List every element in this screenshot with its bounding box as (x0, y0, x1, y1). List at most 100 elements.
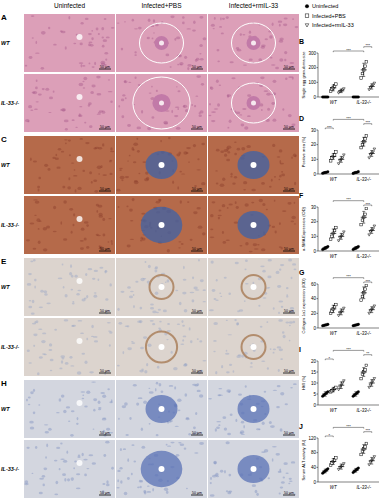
y-tick-label: 40 (311, 296, 317, 301)
data-point (327, 468, 330, 471)
tissue-texture (141, 110, 143, 114)
tissue-texture (218, 388, 222, 389)
tissue-texture (90, 91, 94, 94)
tissue-texture (261, 248, 265, 251)
vessel (77, 94, 83, 100)
tissue-texture (182, 21, 185, 24)
micrograph: 50 μm (116, 258, 207, 316)
scale-bar-label: 50 μm (100, 247, 110, 251)
tissue-texture (97, 93, 102, 95)
row-label: WT (1, 284, 10, 290)
tissue-texture (82, 398, 85, 400)
tissue-texture (236, 323, 239, 326)
tissue-texture (68, 139, 71, 141)
egg (251, 344, 257, 350)
tissue-texture (74, 169, 76, 171)
tissue-texture (278, 319, 283, 321)
tissue-texture (183, 105, 187, 108)
significance-label: *** (327, 125, 332, 130)
y-tick (317, 361, 319, 362)
tissue-texture (293, 321, 296, 324)
scale-bar (99, 191, 111, 192)
data-point (373, 225, 376, 227)
tissue-texture (279, 149, 283, 152)
significance-label: *** (365, 43, 370, 48)
tissue-texture (82, 81, 84, 83)
tissue-texture (200, 58, 204, 61)
mean-line (361, 449, 367, 450)
micrograph: 50 μm (116, 318, 207, 376)
tissue-texture (63, 200, 67, 203)
tissue-texture (222, 204, 226, 207)
mean-line (330, 461, 336, 462)
tissue-texture (60, 109, 62, 111)
tissue-texture (227, 94, 231, 97)
y-tick (317, 207, 319, 208)
tissue-texture (241, 124, 245, 127)
data-point (341, 234, 344, 236)
data-point (343, 463, 346, 465)
tissue-texture (280, 358, 283, 360)
tissue-texture (77, 456, 80, 458)
tissue-texture (276, 406, 280, 408)
tissue-texture (93, 398, 97, 401)
tissue-texture (116, 189, 120, 192)
tissue-texture (72, 301, 74, 303)
tissue-texture (131, 444, 134, 446)
tissue-texture (131, 473, 133, 475)
data-point (335, 226, 338, 229)
x-axis (318, 405, 379, 406)
data-point (357, 245, 360, 248)
tissue-texture (208, 398, 212, 400)
data-point (365, 364, 368, 367)
tissue-texture (127, 458, 129, 462)
tissue-texture (133, 294, 135, 296)
data-point (335, 83, 338, 86)
tissue-texture (218, 395, 223, 396)
micrograph: 50 μm (208, 136, 299, 194)
tissue-texture (176, 154, 180, 157)
tissue-texture (39, 356, 43, 359)
data-point (327, 391, 330, 394)
tissue-texture (156, 201, 160, 204)
tissue-texture (85, 360, 88, 364)
stain-ring (242, 275, 266, 299)
tissue-texture (209, 309, 214, 311)
tissue-texture (228, 292, 231, 295)
tissue-texture (67, 186, 71, 189)
tissue-texture (86, 246, 89, 249)
scale-bar (191, 373, 203, 374)
tissue-texture (143, 336, 147, 339)
tissue-texture (72, 325, 76, 327)
tissue-texture (126, 206, 128, 208)
tissue-texture (278, 312, 280, 314)
tissue-texture (285, 403, 288, 405)
tissue-texture (80, 391, 85, 393)
y-tick-label: 0 (313, 172, 316, 177)
tissue-texture (92, 66, 95, 68)
tissue-texture (103, 39, 107, 42)
micrograph: 50 μm (24, 380, 115, 438)
y-axis-label: Serum ALT activity (IU) (301, 439, 306, 480)
tissue-texture (292, 18, 294, 20)
x-tick-label: WT (330, 485, 338, 490)
tissue-texture (269, 421, 272, 424)
tissue-texture (246, 145, 250, 148)
tissue-texture (184, 56, 187, 59)
scale-bar (283, 435, 295, 436)
tissue-texture (261, 109, 263, 111)
row-label: IL-33-/- (1, 222, 19, 228)
tissue-texture (117, 308, 119, 311)
tissue-texture (214, 462, 217, 465)
tissue-texture (251, 189, 255, 191)
tissue-texture (28, 404, 30, 406)
tissue-texture (211, 24, 215, 27)
tissue-texture (38, 177, 41, 179)
tissue-texture (125, 97, 127, 99)
data-point (357, 467, 360, 470)
micrograph: 50 μm (24, 258, 115, 316)
chart: GCollagen 1α1 expression (IOD)0204060WTI… (299, 269, 379, 336)
tissue-texture (122, 94, 125, 96)
tissue-texture (111, 27, 115, 29)
tissue-texture (275, 67, 279, 70)
